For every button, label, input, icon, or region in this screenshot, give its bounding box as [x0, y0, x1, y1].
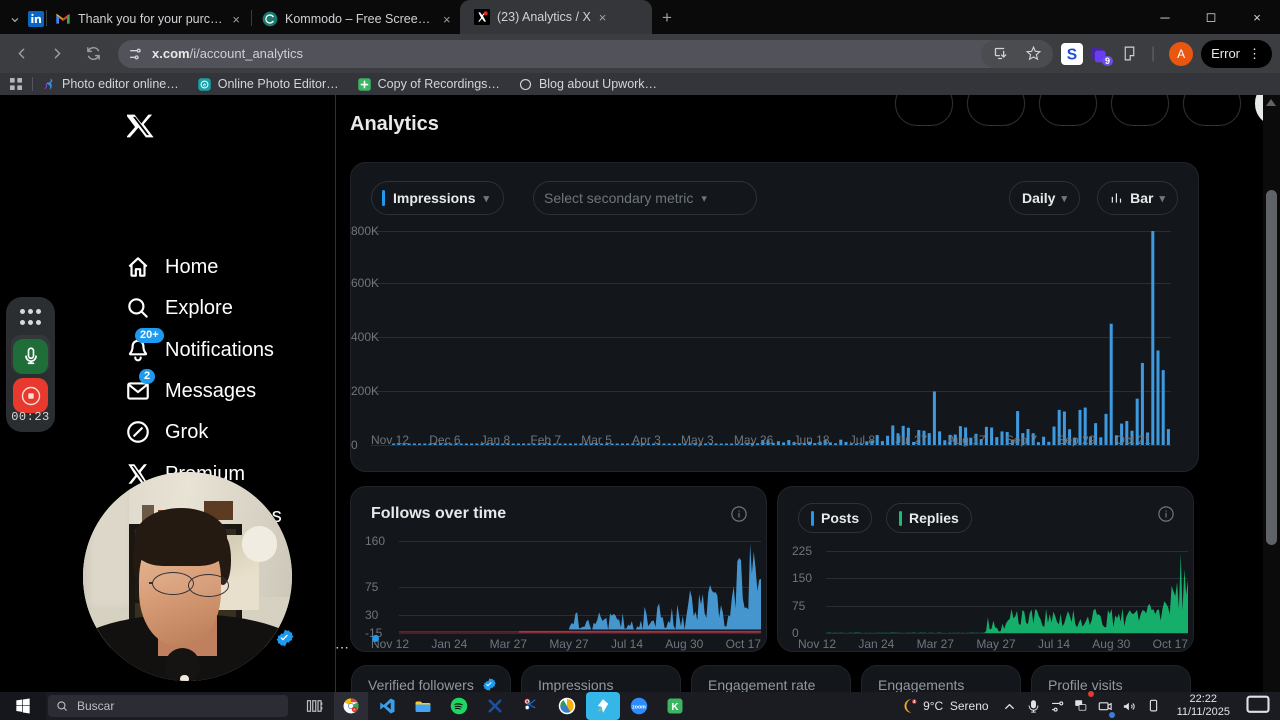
svg-text:zoom: zoom: [632, 704, 646, 710]
svg-text:S: S: [1067, 46, 1077, 63]
svg-text:e: e: [203, 82, 206, 88]
svg-text:K: K: [671, 702, 678, 713]
